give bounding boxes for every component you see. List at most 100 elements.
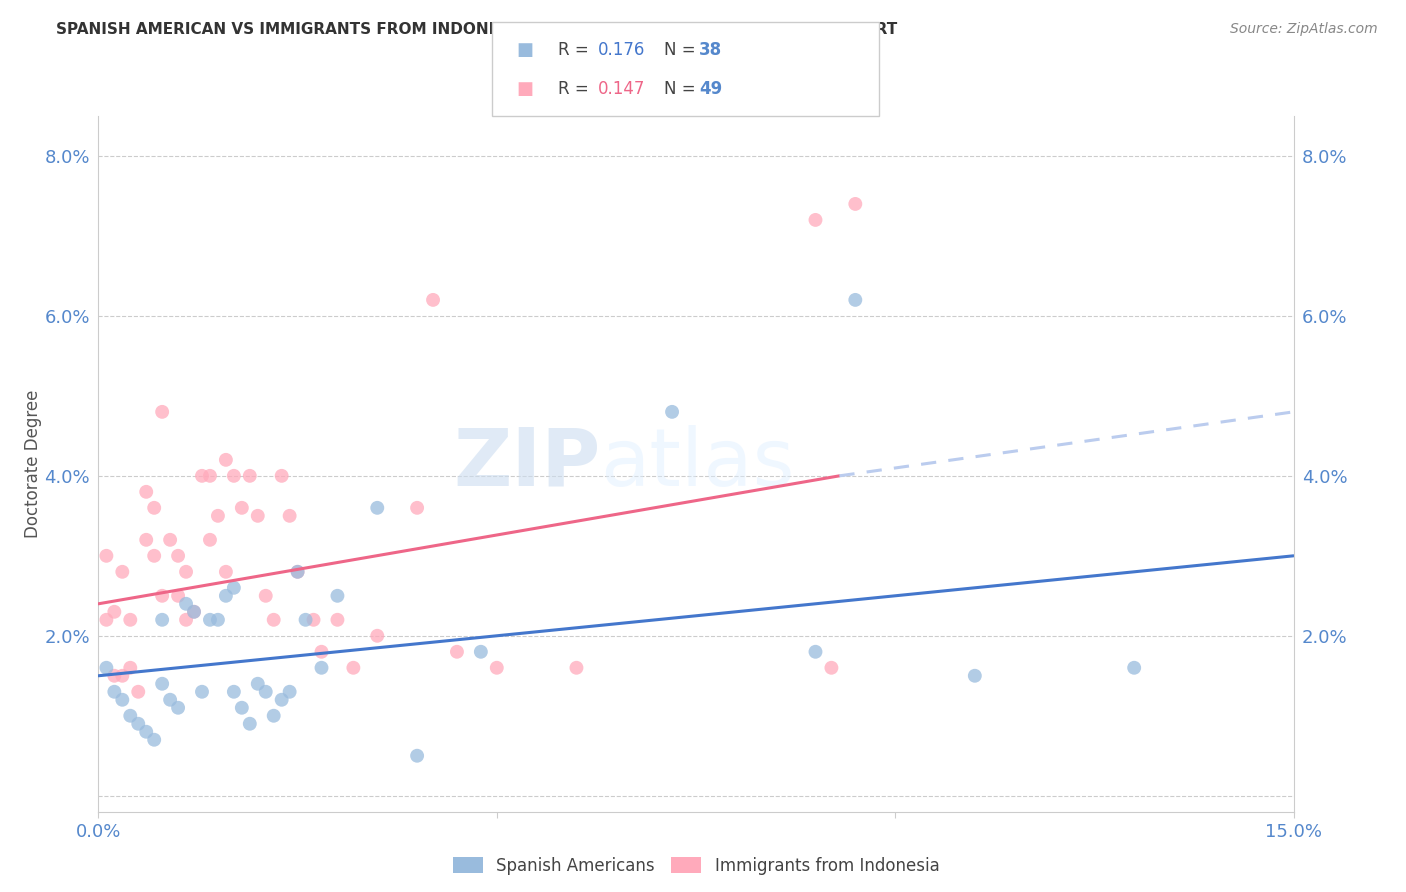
Text: 0.147: 0.147 [598,79,645,97]
Point [143,732,166,747]
Point [1123,661,1146,675]
Point [661,405,683,419]
Point [174,613,197,627]
Point [207,508,229,523]
Legend: Spanish Americans, Immigrants from Indonesia: Spanish Americans, Immigrants from Indon… [447,852,945,880]
Point [231,500,253,515]
Point [485,661,508,675]
Point [143,549,166,563]
Point [96,549,118,563]
Point [844,197,866,211]
Point [135,484,157,499]
Point [103,605,125,619]
Text: atlas: atlas [600,425,794,503]
Point [342,661,364,675]
Point [366,629,388,643]
Point [111,669,134,683]
Point [111,565,134,579]
Point [120,661,142,675]
Point [96,613,118,627]
Point [406,500,429,515]
Point [183,605,205,619]
Point [804,645,827,659]
Point [963,669,986,683]
Point [135,724,157,739]
Point [278,685,301,699]
Point [159,533,181,547]
Point [150,589,173,603]
Point [103,669,125,683]
Point [103,685,125,699]
Point [270,468,292,483]
Point [231,700,253,714]
Point [326,589,349,603]
Text: R =: R = [558,79,595,97]
Text: 49: 49 [699,79,723,97]
Point [167,549,190,563]
Point [302,613,325,627]
Point [222,581,245,595]
Point [820,661,842,675]
Text: Source: ZipAtlas.com: Source: ZipAtlas.com [1230,22,1378,37]
Point [215,589,238,603]
Text: ■: ■ [516,79,533,97]
Point [198,468,221,483]
Point [254,589,277,603]
Text: R =: R = [558,42,595,60]
Text: 0.176: 0.176 [598,42,645,60]
Point [263,708,285,723]
Point [215,453,238,467]
Point [198,533,221,547]
Point [143,500,166,515]
Point [278,508,301,523]
Point [406,748,429,763]
Point [326,613,349,627]
Point [191,468,214,483]
Point [263,613,285,627]
Point [120,708,142,723]
Point [174,565,197,579]
Point [254,685,277,699]
Point [446,645,468,659]
Text: ■: ■ [516,42,533,60]
Point [150,677,173,691]
Point [159,692,181,706]
Point [96,661,118,675]
Text: N =: N = [664,79,700,97]
Point [844,293,866,307]
Point [120,613,142,627]
Text: N =: N = [664,42,700,60]
Point [366,500,388,515]
Point [127,716,149,731]
Point [222,685,245,699]
Point [422,293,444,307]
Point [246,677,269,691]
Text: ZIP: ZIP [453,425,600,503]
Text: SPANISH AMERICAN VS IMMIGRANTS FROM INDONESIA DOCTORATE DEGREE CORRELATION CHART: SPANISH AMERICAN VS IMMIGRANTS FROM INDO… [56,22,897,37]
Point [246,508,269,523]
Point [287,565,309,579]
Point [294,613,316,627]
Point [287,565,309,579]
Point [167,589,190,603]
Point [565,661,588,675]
Point [191,685,214,699]
Point [311,645,333,659]
Point [150,405,173,419]
Point [150,613,173,627]
Point [111,692,134,706]
Y-axis label: Doctorate Degree: Doctorate Degree [24,390,42,538]
Point [270,692,292,706]
Point [470,645,492,659]
Point [127,685,149,699]
Point [135,533,157,547]
Point [215,565,238,579]
Point [207,613,229,627]
Point [239,468,262,483]
Point [804,213,827,227]
Text: 38: 38 [699,42,721,60]
Point [311,661,333,675]
Point [239,716,262,731]
Point [174,597,197,611]
Point [222,468,245,483]
